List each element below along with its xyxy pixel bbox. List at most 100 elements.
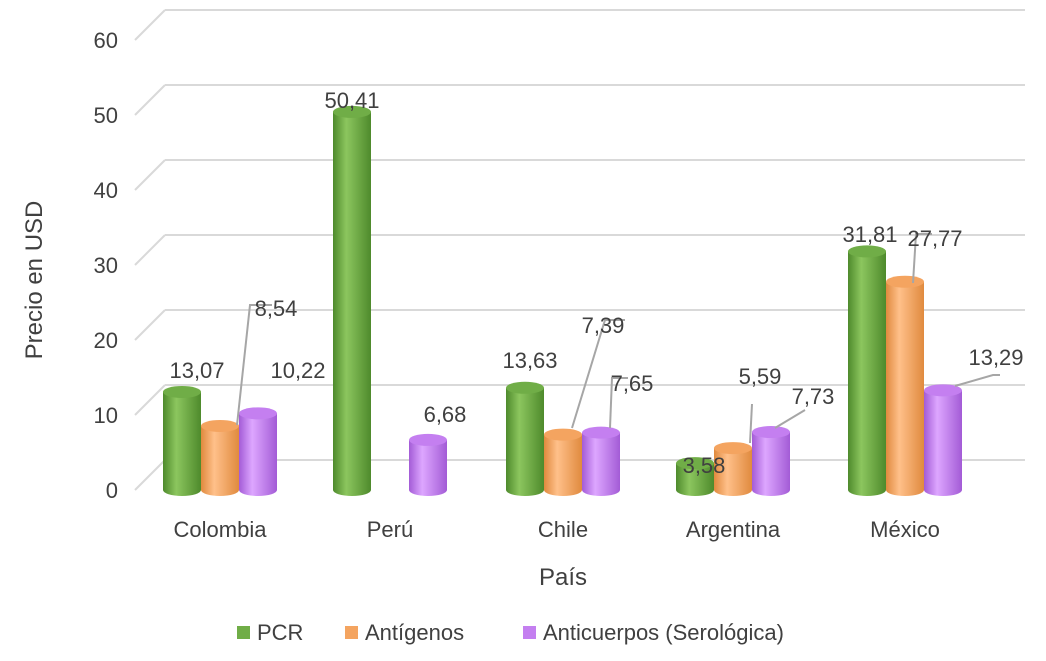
- y-tick-label: 40: [94, 178, 118, 203]
- bar-top: [201, 419, 239, 432]
- bar-anticuerpos-serol-gica--perú: [409, 433, 447, 496]
- gridline-diagonal: [134, 459, 166, 491]
- x-category-label: Colombia: [174, 517, 268, 542]
- x-category-label: Perú: [367, 517, 413, 542]
- gridline-diagonal: [134, 159, 166, 191]
- gridline-diagonal: [134, 9, 166, 41]
- y-tick-label: 10: [94, 403, 118, 428]
- legend-label: Antígenos: [365, 620, 464, 645]
- label-leader-line: [912, 233, 932, 284]
- data-label: 5,59: [739, 364, 782, 389]
- gridline-diagonal: [134, 84, 166, 116]
- data-label: 31,81: [842, 222, 897, 247]
- bar-ant-genos-chile: [544, 428, 582, 496]
- data-label: 7,73: [792, 384, 835, 409]
- data-label: 7,65: [611, 371, 654, 396]
- x-axis-categories: Colombia Perú Chile Argentina México: [174, 517, 940, 542]
- bar-body: [201, 425, 239, 496]
- bar-pcr-chile: [506, 381, 544, 496]
- legend-swatch: [523, 626, 536, 639]
- bar-pcr-argentina: [676, 457, 714, 496]
- legend: PCR Antígenos Anticuerpos (Serológica): [237, 620, 784, 645]
- data-label: 13,29: [968, 345, 1023, 370]
- bar-ant-genos-méxico: [886, 275, 924, 496]
- bar-top: [582, 426, 620, 439]
- y-tick-label: 30: [94, 253, 118, 278]
- bar-pcr-perú: [333, 105, 371, 497]
- data-label: 3,58: [683, 453, 726, 478]
- legend-swatch: [345, 626, 358, 639]
- bar-body: [752, 432, 790, 496]
- bar-body: [506, 387, 544, 496]
- bar-anticuerpos-serol-gica--colombia: [239, 407, 277, 496]
- label-leader-line: [571, 319, 625, 429]
- gridline-diagonal: [134, 234, 166, 266]
- x-axis-title: País: [539, 564, 587, 591]
- bar-top: [239, 407, 277, 420]
- bar-ant-genos-colombia: [201, 419, 239, 496]
- x-category-label: Argentina: [686, 517, 781, 542]
- y-axis-title: Precio en USD: [21, 201, 48, 360]
- bar-top: [163, 385, 201, 398]
- bar-top: [848, 245, 886, 258]
- bar-top: [886, 275, 924, 288]
- bar-ant-genos-argentina: [714, 442, 752, 496]
- data-label: 13,63: [502, 348, 557, 373]
- label-leader-line: [954, 374, 1000, 387]
- label-leader-line: [774, 409, 806, 429]
- legend-item-anticuerpos-serol-gica-: Anticuerpos (Serológica): [523, 620, 784, 645]
- gridline-diagonal: [134, 309, 166, 341]
- bar-body: [239, 413, 277, 496]
- data-label: 50,41: [324, 88, 379, 113]
- legend-label: Anticuerpos (Serológica): [543, 620, 784, 645]
- bar-top: [506, 381, 544, 394]
- bar-top: [752, 426, 790, 439]
- data-label: 27,77: [907, 226, 962, 251]
- data-label: 10,22: [270, 358, 325, 383]
- bar-top: [924, 384, 962, 397]
- label-leader-line: [749, 403, 753, 444]
- bar-top: [676, 457, 714, 470]
- label-leader-line: [609, 377, 628, 429]
- bar-anticuerpos-serol-gica--méxico: [924, 384, 962, 496]
- bar-body: [333, 111, 371, 497]
- bars: [163, 105, 962, 497]
- bar-body: [676, 463, 714, 496]
- bar-body: [924, 390, 962, 496]
- bar-body: [886, 281, 924, 496]
- bar-top: [333, 105, 371, 118]
- bar-body: [544, 434, 582, 496]
- y-tick-label: 50: [94, 103, 118, 128]
- x-category-label: México: [870, 517, 940, 542]
- bar-body: [714, 448, 752, 496]
- bar-pcr-colombia: [163, 385, 201, 496]
- legend-swatch: [237, 626, 250, 639]
- x-category-label: Chile: [538, 517, 588, 542]
- data-label: 8,54: [255, 296, 298, 321]
- bar-body: [582, 432, 620, 496]
- y-tick-label: 0: [106, 478, 118, 503]
- legend-label: PCR: [257, 620, 303, 645]
- bar-top: [409, 433, 447, 446]
- y-axis-ticks: 0 10 20 30 40 50 60: [94, 28, 118, 503]
- bar-pcr-méxico: [848, 245, 886, 496]
- bar-top: [544, 428, 582, 441]
- data-label: 7,39: [582, 313, 625, 338]
- bar-body: [163, 391, 201, 496]
- bar-body: [848, 251, 886, 496]
- y-tick-label: 20: [94, 328, 118, 353]
- data-labels: 13,07 8,54 10,22 50,41 6,68 13,63 7,39 7,65 3,58…: [169, 88, 1023, 478]
- data-label: 6,68: [424, 402, 467, 427]
- bar-body: [409, 439, 447, 496]
- gridlines: [134, 9, 1025, 491]
- bar-top: [714, 442, 752, 455]
- label-leader-line: [236, 304, 272, 426]
- legend-item-pcr: PCR: [237, 620, 303, 645]
- gridline-diagonal: [134, 384, 166, 416]
- bar-anticuerpos-serol-gica--chile: [582, 426, 620, 496]
- legend-item-ant-genos: Antígenos: [345, 620, 464, 645]
- bar-anticuerpos-serol-gica--argentina: [752, 426, 790, 496]
- y-tick-label: 60: [94, 28, 118, 53]
